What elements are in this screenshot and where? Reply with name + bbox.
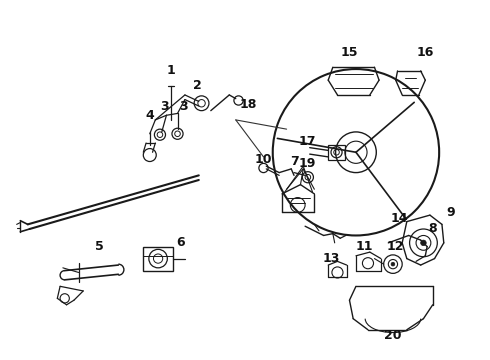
Text: 1: 1 [167,64,175,77]
Text: 13: 13 [322,252,340,265]
Text: 3: 3 [160,99,169,113]
Bar [328,145,345,159]
Bar [143,247,173,271]
Text: 8: 8 [428,221,437,235]
Text: 12: 12 [387,240,404,253]
Text: 2: 2 [194,79,202,92]
Text: 17: 17 [298,135,316,148]
Text: 19: 19 [298,157,316,170]
Text: 4: 4 [146,109,154,122]
Text: 10: 10 [255,153,272,166]
Text: 5: 5 [96,240,104,253]
Text: 16: 16 [416,46,434,59]
Text: 7: 7 [290,155,298,168]
Text: 9: 9 [447,206,456,219]
Text: 14: 14 [391,212,408,225]
Text: 11: 11 [356,240,373,253]
Circle shape [421,240,426,246]
Circle shape [391,262,395,266]
Text: 20: 20 [384,329,402,342]
Text: 15: 15 [341,46,358,59]
Text: 6: 6 [176,237,185,249]
Text: 3: 3 [179,99,187,113]
Text: 18: 18 [239,98,256,111]
